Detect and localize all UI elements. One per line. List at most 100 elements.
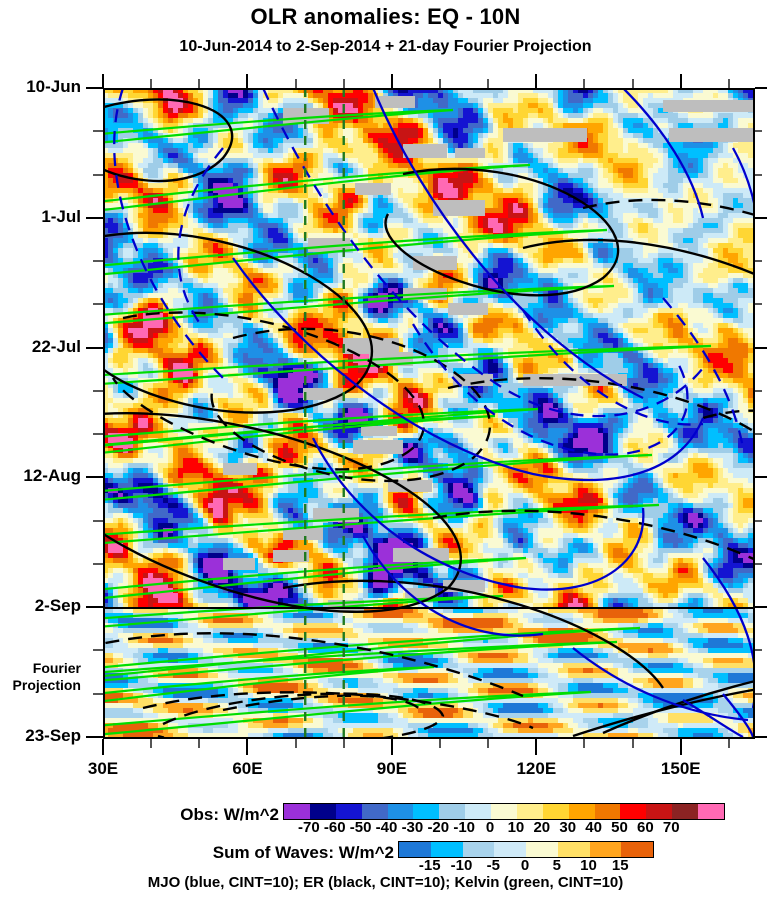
missing-data-patch-20 xyxy=(273,550,309,562)
y-tick-label-23-Sep: 23-Sep xyxy=(25,726,81,745)
er-contour-8 xyxy=(522,238,753,275)
missing-data-patch-4 xyxy=(433,200,485,216)
missing-data-patch-24 xyxy=(223,463,257,475)
mjo-contour-2 xyxy=(371,88,644,400)
mjo-contour-5 xyxy=(361,535,544,637)
x-minor-tick-70 xyxy=(294,739,297,748)
x-tick-label-150E: 150E xyxy=(660,759,701,778)
mjo-contour-12 xyxy=(662,297,745,449)
colorbar-tick-sum_of_waves-5: 5 xyxy=(552,857,561,874)
x-minor-tick-top-50 xyxy=(198,79,201,88)
mjo-wave-contours xyxy=(113,88,753,737)
colorbar-swatch-obs-13 xyxy=(620,804,647,819)
missing-data-patch-11 xyxy=(503,128,587,142)
x-tick-label-60E: 60E xyxy=(232,759,263,778)
mjo-contour-6 xyxy=(412,323,689,456)
colorbar-tick-sum_of_waves--15: -15 xyxy=(418,857,441,874)
fourier-projection-label: Fourier Projection xyxy=(0,660,81,694)
colorbar-swatch-sum_of_waves-4 xyxy=(526,842,558,857)
colorbar-tick-sum_of_waves--10: -10 xyxy=(450,857,473,874)
colorbar-swatch-obs-1 xyxy=(309,804,336,819)
colorbar-tick-obs--20: -20 xyxy=(427,819,450,836)
fourier-projection-line2: Projection xyxy=(12,677,81,694)
colorbar-swatch-sum_of_waves-0 xyxy=(399,842,431,857)
missing-data-patch-1 xyxy=(375,96,415,108)
er-contour-12 xyxy=(582,198,753,216)
y-minor-tick-right-d28 xyxy=(755,260,762,263)
kelvin-contour-6 xyxy=(103,414,496,454)
colorbar-tick-sum_of_waves-10: 10 xyxy=(580,857,597,874)
colorbar-swatch-obs-11 xyxy=(568,804,595,819)
y-tick-label-2-Sep: 2-Sep xyxy=(34,596,81,616)
missing-data-patch-19 xyxy=(393,548,449,562)
colorbar-label-obs: Obs: W/m^2 xyxy=(180,805,279,824)
x-minor-tick-50 xyxy=(198,739,201,748)
y-tick-label-1-Jul: 1-Jul xyxy=(41,206,81,226)
y-major-tick-12-Aug xyxy=(86,476,103,479)
missing-data-patch-8 xyxy=(448,303,488,315)
kelvin-contour-0 xyxy=(103,108,454,144)
colorbar-swatch-obs-12 xyxy=(594,804,621,819)
y-major-tick-right-1-Jul xyxy=(755,216,767,219)
colorbar-swatch-obs-7 xyxy=(465,804,491,819)
fourier-projection-line1: Fourier xyxy=(32,660,81,677)
colorbar-swatch-sum_of_waves-1 xyxy=(430,842,463,857)
colorbar-swatch-obs-16 xyxy=(698,804,724,819)
y-major-tick-right-2-Sep xyxy=(755,606,767,609)
missing-data-patch-13 xyxy=(669,128,753,142)
colorbar-tick-obs--50: -50 xyxy=(349,819,372,836)
y-major-tick-right-22-Jul xyxy=(755,346,767,349)
x-major-tick-top-60E xyxy=(246,74,249,88)
y-minor-tick-d28 xyxy=(93,260,103,263)
x-major-tick-30E xyxy=(102,739,104,755)
y-minor-tick-right-d7 xyxy=(755,130,762,133)
x-major-tick-top-120E xyxy=(535,74,538,88)
er-contour-2 xyxy=(210,327,491,483)
er-contour-proj-2 xyxy=(602,680,753,735)
y-minor-tick-d7 xyxy=(93,130,103,133)
page-title: OLR anomalies: EQ - 10N xyxy=(250,4,521,29)
colorbar-swatch-sum_of_waves-5 xyxy=(557,842,590,857)
y-minor-tick-d35 xyxy=(93,303,103,306)
colorbar-tick-obs-10: 10 xyxy=(507,819,525,836)
missing-data-patch-2 xyxy=(403,144,447,158)
colorbar-tick-obs--70: -70 xyxy=(298,819,320,836)
colorbar-swatch-sum_of_waves-6 xyxy=(589,842,622,857)
colorbar-swatch-sum_of_waves-7 xyxy=(621,842,653,857)
mjo-contour-4 xyxy=(311,437,645,591)
y-minor-tick-right-d91 xyxy=(755,649,762,652)
colorbar-tick-obs-20: 20 xyxy=(533,819,551,836)
x-minor-tick-top-140 xyxy=(631,79,634,88)
y-minor-tick-right-d77 xyxy=(755,562,762,565)
colorbar-swatch-obs-2 xyxy=(335,804,362,819)
y-tick-label-12-Aug: 12-Aug xyxy=(23,466,81,486)
y-major-tick-22-Jul xyxy=(86,346,103,349)
colorbar-swatch-obs-14 xyxy=(646,804,673,819)
kelvin-contour-4 xyxy=(103,344,712,385)
colorbar-swatch-obs-15 xyxy=(672,804,698,819)
er-contour-4 xyxy=(103,412,463,613)
kelvin-contour-14 xyxy=(103,690,592,736)
y-major-tick-right-12-Aug xyxy=(755,476,767,479)
missing-data-patch-14 xyxy=(303,388,343,400)
missing-data-patch-5 xyxy=(308,238,350,252)
er-contour-1 xyxy=(103,231,373,414)
missing-data-patch-28 xyxy=(361,426,397,436)
colorbar-tick-obs--10: -10 xyxy=(453,819,476,836)
y-tick-label-10-Jun: 10-Jun xyxy=(26,77,81,96)
mjo-contour-3 xyxy=(232,257,705,482)
x-major-tick-60E xyxy=(246,739,249,755)
y-minor-tick-right-d35 xyxy=(755,303,762,306)
x-tick-label-90E: 90E xyxy=(376,759,407,778)
y-major-tick-right-23-Sep xyxy=(755,736,767,738)
colorbar-tick-obs--40: -40 xyxy=(375,819,398,836)
er-contour-proj-0 xyxy=(157,692,445,737)
y-minor-tick-right-d14 xyxy=(755,173,762,176)
x-minor-tick-110 xyxy=(487,739,490,748)
colorbar-swatch-obs-0 xyxy=(284,804,310,819)
x-minor-tick-top-40 xyxy=(150,79,153,88)
er-contour-10 xyxy=(103,632,524,698)
colorbar-tick-obs-60: 60 xyxy=(637,819,654,836)
x-major-tick-120E xyxy=(535,739,538,755)
colorbar-swatch-obs-9 xyxy=(516,804,543,819)
